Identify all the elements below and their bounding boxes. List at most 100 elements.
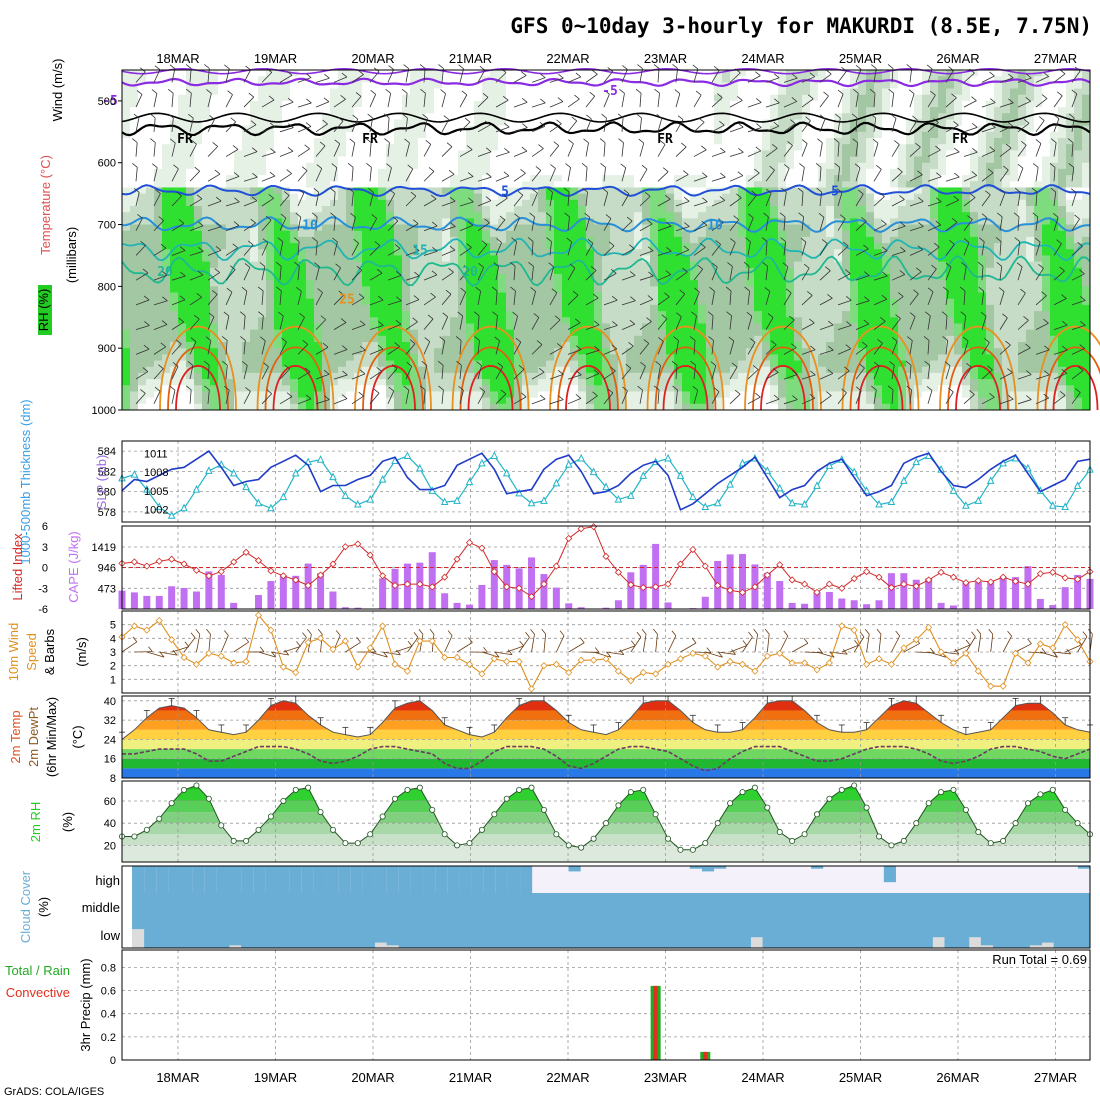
rh-cell bbox=[562, 107, 571, 114]
rh-cell bbox=[130, 138, 139, 145]
rh-cell bbox=[490, 168, 499, 176]
rh-cell bbox=[418, 249, 427, 256]
rh-cell bbox=[578, 311, 587, 318]
rh-cell bbox=[370, 119, 379, 127]
rh-cell bbox=[378, 230, 387, 238]
rh-cell bbox=[762, 187, 771, 195]
rh-cell bbox=[514, 88, 523, 96]
rh-cell bbox=[730, 212, 739, 219]
rh-cell bbox=[810, 236, 819, 244]
rh-cell bbox=[810, 304, 819, 312]
rh-cell bbox=[242, 218, 251, 226]
rh-cell bbox=[218, 354, 227, 362]
rh-cell bbox=[706, 162, 715, 170]
rh-cell bbox=[442, 138, 451, 145]
rh-cell bbox=[362, 397, 371, 405]
rh-cell bbox=[402, 175, 411, 182]
rh-cell bbox=[282, 175, 291, 182]
rh-cell bbox=[746, 249, 755, 256]
rh-cell bbox=[482, 181, 491, 188]
rh-cell bbox=[314, 94, 323, 102]
rh-cell bbox=[706, 403, 715, 411]
rh-cell bbox=[818, 286, 827, 294]
rh-cell bbox=[802, 236, 811, 244]
rh-cell bbox=[698, 88, 707, 96]
rh-cell bbox=[618, 94, 627, 102]
rh-cell bbox=[346, 144, 355, 151]
rh-cell bbox=[642, 391, 651, 399]
rh-cell bbox=[362, 335, 371, 343]
rh-cell bbox=[458, 323, 467, 331]
rh-cell bbox=[370, 267, 379, 275]
rh-cell bbox=[730, 261, 739, 269]
rh-cell bbox=[730, 162, 739, 170]
rh-cell bbox=[826, 88, 835, 96]
rh-cell bbox=[242, 391, 251, 399]
rh-cell bbox=[442, 354, 451, 362]
rh-cell bbox=[762, 385, 771, 392]
rh-cell bbox=[218, 286, 227, 294]
rh-cell bbox=[514, 230, 523, 238]
footer-credit: GrADS: COLA/IGES bbox=[4, 1086, 104, 1098]
rh-cell bbox=[570, 348, 579, 355]
rh-cell bbox=[282, 360, 291, 368]
rh-cell bbox=[834, 335, 843, 343]
rh-cell bbox=[626, 236, 635, 244]
rh-cell bbox=[186, 317, 195, 324]
rh-cell bbox=[826, 280, 835, 287]
rh-cell bbox=[402, 193, 411, 201]
rh-cell bbox=[722, 243, 731, 250]
rh-cell bbox=[546, 286, 555, 294]
rh-cell bbox=[682, 298, 691, 306]
rh-cell bbox=[154, 125, 163, 133]
rh-cell bbox=[762, 298, 771, 306]
rh-cell bbox=[578, 249, 587, 256]
rh-cell bbox=[170, 329, 179, 337]
rh-cell bbox=[722, 366, 731, 374]
rh-cell bbox=[490, 397, 499, 405]
rh-cell bbox=[778, 125, 787, 133]
rh-cell bbox=[714, 94, 723, 102]
rh-cell bbox=[418, 88, 427, 96]
rh-cell bbox=[778, 76, 787, 83]
rh-cell bbox=[610, 150, 619, 158]
rh-cell bbox=[818, 82, 827, 90]
rh-cell bbox=[474, 144, 483, 151]
rh-cell bbox=[762, 175, 771, 182]
rh-cell bbox=[226, 403, 235, 411]
rh-cell bbox=[418, 274, 427, 281]
rh-cell bbox=[234, 199, 243, 207]
rh-cell bbox=[474, 391, 483, 399]
rh-cell bbox=[282, 113, 291, 120]
rh-cell bbox=[258, 403, 267, 411]
rh-cell bbox=[754, 311, 763, 318]
rh-cell bbox=[290, 156, 299, 164]
rh-cell bbox=[770, 193, 779, 201]
rh-cell bbox=[210, 348, 219, 355]
rh-cell bbox=[314, 292, 323, 300]
rh-cell bbox=[818, 156, 827, 164]
rh-cell bbox=[322, 379, 331, 386]
rh-cell bbox=[610, 292, 619, 300]
rh-cell bbox=[818, 119, 827, 127]
rh-cell bbox=[258, 292, 267, 300]
rh-cell bbox=[594, 329, 603, 337]
rh-cell bbox=[370, 206, 379, 213]
rh-cell bbox=[746, 261, 755, 269]
rh-cell bbox=[162, 193, 171, 201]
rh-cell bbox=[706, 348, 715, 355]
rh-cell bbox=[626, 181, 635, 188]
rh-cell bbox=[754, 280, 763, 287]
rh-cell bbox=[466, 323, 475, 331]
rh-cell bbox=[298, 125, 307, 133]
rh-cell bbox=[282, 403, 291, 411]
rh-cell bbox=[282, 168, 291, 176]
rh-cell bbox=[394, 193, 403, 201]
rh-cell bbox=[274, 138, 283, 145]
rh-cell bbox=[306, 366, 315, 374]
rh-cell bbox=[562, 156, 571, 164]
rh-cell bbox=[450, 119, 459, 127]
rh-cell bbox=[362, 403, 371, 411]
rh-cell bbox=[658, 70, 667, 77]
rh-cell bbox=[698, 311, 707, 318]
